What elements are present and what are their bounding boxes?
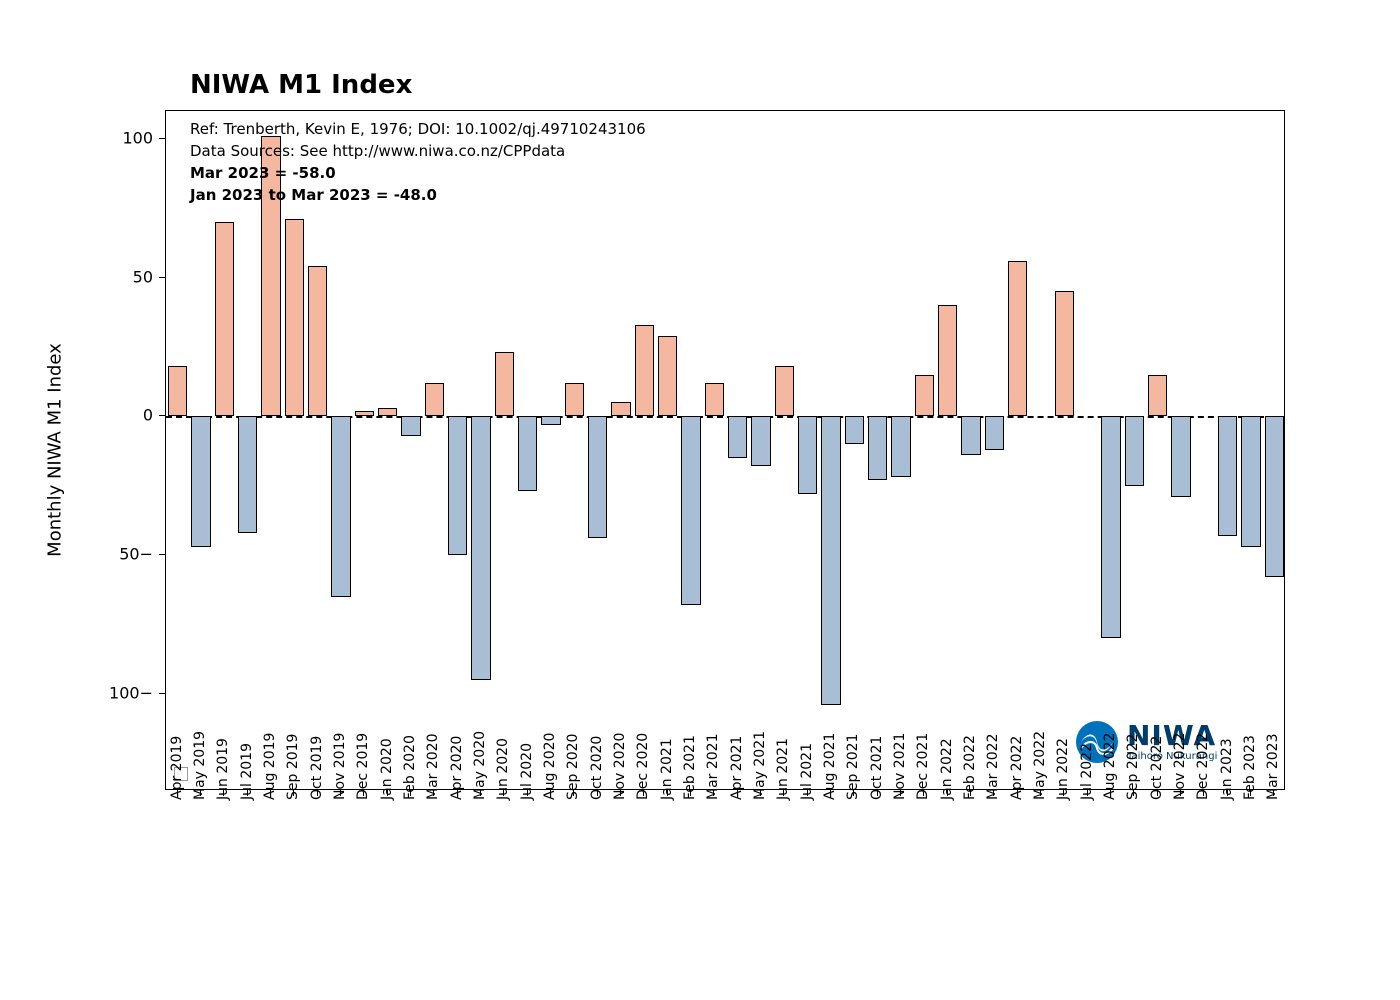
annotation: Data Sources: See http://www.niwa.co.nz/… (190, 142, 565, 160)
bar (215, 222, 234, 416)
ytick-mark (159, 693, 165, 694)
bar (168, 366, 187, 416)
annotation: Jan 2023 to Mar 2023 = -48.0 (190, 186, 437, 204)
bar (1125, 416, 1144, 485)
bar (915, 375, 934, 417)
bar (1008, 261, 1027, 416)
bar (658, 336, 677, 416)
bar (588, 416, 607, 538)
bar (938, 305, 957, 416)
bar (611, 402, 630, 416)
bar (635, 325, 654, 417)
bar (565, 383, 584, 416)
bar (378, 408, 397, 416)
bar (891, 416, 910, 477)
bar (331, 416, 350, 596)
bar (751, 416, 770, 466)
bar (728, 416, 747, 458)
bar (681, 416, 700, 605)
annotation: Ref: Trenberth, Kevin E, 1976; DOI: 10.1… (190, 120, 646, 138)
bar (798, 416, 817, 494)
bar (1218, 416, 1237, 535)
bar (191, 416, 210, 546)
ytick-mark (159, 277, 165, 278)
bar (775, 366, 794, 416)
y-axis-label: Monthly NIWA M1 Index (45, 343, 66, 557)
bar (518, 416, 537, 491)
bar (238, 416, 257, 533)
bar (541, 416, 560, 424)
bar (868, 416, 887, 480)
bar (308, 266, 327, 416)
chart-title: NIWA M1 Index (190, 70, 412, 100)
bar (1265, 416, 1284, 577)
ytick-mark (159, 554, 165, 555)
bar (845, 416, 864, 444)
bar (1241, 416, 1260, 546)
bar (1055, 291, 1074, 416)
ytick-mark (159, 138, 165, 139)
figure: NIWA M1 Index Monthly NIWA M1 Index NIWA… (0, 0, 1400, 1000)
bar (401, 416, 420, 435)
bar (705, 383, 724, 416)
annotation: Mar 2023 = -58.0 (190, 164, 336, 182)
bar (985, 416, 1004, 449)
bar (285, 219, 304, 416)
bar (448, 416, 467, 555)
bar (1171, 416, 1190, 496)
bar (425, 383, 444, 416)
bar (961, 416, 980, 455)
bar (1101, 416, 1120, 638)
bar (495, 352, 514, 416)
ytick-mark (159, 415, 165, 416)
bar (821, 416, 840, 705)
bar (471, 416, 490, 680)
plot-area (165, 110, 1285, 790)
bar (355, 411, 374, 417)
bar (1148, 375, 1167, 417)
